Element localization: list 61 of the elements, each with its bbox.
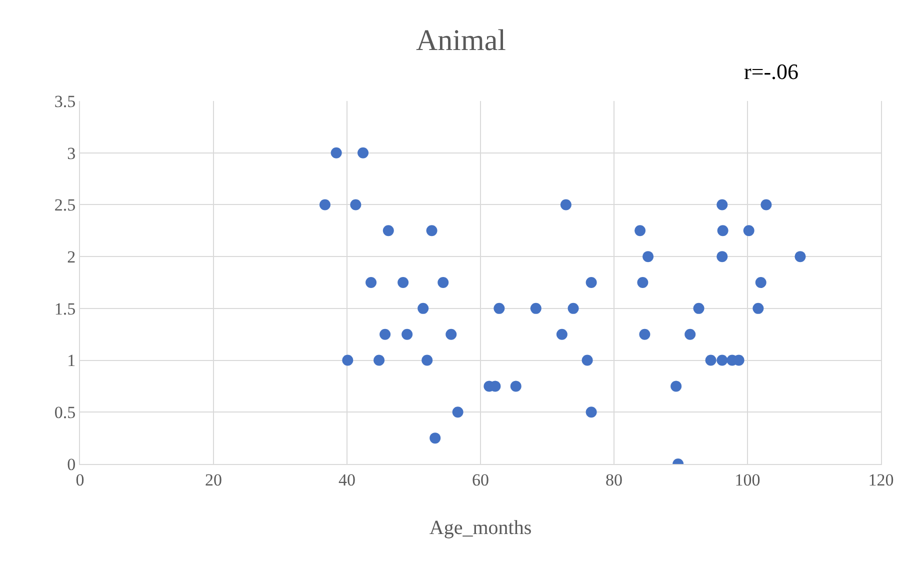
point [422,354,433,366]
point [760,199,772,210]
x-tick-label: 20 [205,470,222,490]
point [510,380,522,392]
point [639,328,650,340]
y-tick-label: 0 [67,454,76,474]
point [556,328,568,340]
x-tick-label: 40 [338,470,356,490]
chart-title: Animal [416,24,506,57]
point [582,354,593,366]
point [342,354,354,366]
y-tick-label: 2 [67,248,76,267]
point [366,277,377,288]
point [374,354,385,366]
point [418,302,429,314]
point [743,225,754,236]
point [358,147,369,158]
y-tick-label: 3 [67,144,76,163]
point [716,251,728,262]
point [716,354,728,366]
x-tick-label: 120 [868,470,894,490]
point [494,302,505,314]
point [380,328,391,340]
y-tick-label: 3.5 [54,92,76,111]
point [693,302,704,314]
point [438,277,449,288]
x-tick-label: 80 [606,470,622,490]
point [398,277,409,288]
point [642,251,654,262]
point [382,225,394,236]
x-tick-label: 60 [472,470,489,490]
point [634,225,646,236]
point [402,328,413,340]
point [716,199,728,210]
point [568,302,579,314]
point [586,406,597,418]
x-axis-title: Age_months [429,517,532,539]
point [670,380,682,392]
point [705,354,716,366]
point [755,277,766,288]
point [794,251,806,262]
point [426,225,438,236]
y-tick-label: 1 [67,351,76,370]
point [330,147,342,158]
x-tick-label: 100 [734,470,760,490]
point [586,277,597,288]
point [452,406,464,418]
point [446,328,457,340]
point [637,277,648,288]
point [560,199,572,210]
y-tick-label: 2.5 [54,196,76,215]
point [319,199,330,210]
y-tick-label: 0.5 [54,403,76,422]
point [684,328,696,340]
point [430,432,441,444]
point [530,302,542,314]
point [350,199,362,210]
y-tick-label: 1.5 [54,299,76,318]
point [717,225,728,236]
point [752,302,764,314]
text: r=-.06 [744,59,799,84]
